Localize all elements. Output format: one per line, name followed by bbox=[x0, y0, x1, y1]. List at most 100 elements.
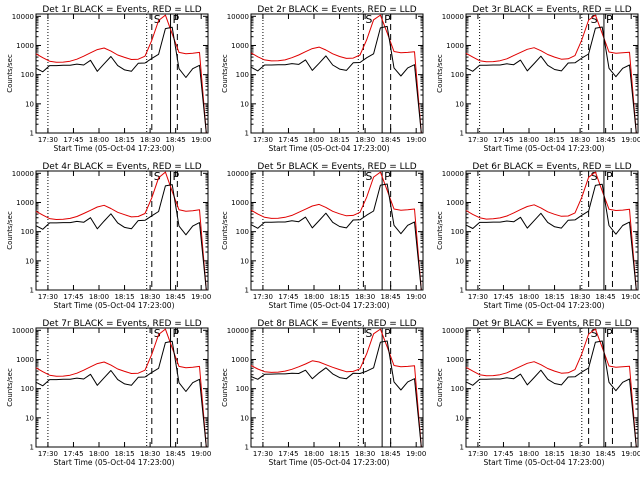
y-tick-label: 1 bbox=[460, 130, 464, 138]
x-tick-label: 18:30 bbox=[355, 293, 375, 301]
y-tick-label: 1000 bbox=[446, 42, 464, 50]
y-tick-label: 100 bbox=[451, 385, 464, 393]
x-tick-label: 18:15 bbox=[114, 450, 134, 458]
x-tick-label: 18:15 bbox=[544, 450, 564, 458]
x-axis-label: Start Time (05-Oct-04 17:23:00) bbox=[53, 144, 174, 153]
flag-label-s: S bbox=[365, 170, 372, 183]
x-tick-label: 19:00 bbox=[191, 450, 211, 458]
lld-series-line bbox=[35, 328, 207, 448]
x-tick-label: 18:45 bbox=[596, 136, 616, 144]
flag-label-p: P bbox=[384, 170, 391, 183]
y-axis-label: Counts/sec bbox=[221, 211, 229, 250]
y-tick-label: 1000 bbox=[231, 42, 249, 50]
y-tick-label: 1000 bbox=[16, 42, 34, 50]
y-tick-label: 100 bbox=[236, 71, 249, 79]
x-tick-label: 18:15 bbox=[329, 136, 349, 144]
y-tick-label: 10 bbox=[240, 257, 249, 265]
flag-label-s: S bbox=[154, 170, 161, 183]
flag-label-p: P bbox=[384, 327, 391, 340]
y-tick-label: 10 bbox=[240, 100, 249, 108]
lld-series-line bbox=[250, 14, 422, 134]
x-tick-label: 19:00 bbox=[191, 136, 211, 144]
y-tick-label: 10 bbox=[455, 414, 464, 422]
y-tick-label: 1 bbox=[30, 130, 34, 138]
plot-frame bbox=[465, 327, 639, 448]
y-tick-label: 100 bbox=[21, 228, 34, 236]
events-series-line bbox=[35, 340, 207, 448]
x-tick-label: 17:30 bbox=[38, 450, 58, 458]
y-tick-label: 100 bbox=[236, 228, 249, 236]
x-tick-label: 17:30 bbox=[468, 293, 488, 301]
chart-title: Det 6r BLACK = Events, RED = LLD bbox=[472, 162, 631, 172]
chart-title: Det 4r BLACK = Events, RED = LLD bbox=[42, 162, 201, 172]
flag-label-s: S bbox=[591, 170, 598, 183]
chart-panel-2: Det 2r BLACK = Events, RED = LLD 1 10 100 10… bbox=[221, 5, 426, 153]
y-tick-label: 100 bbox=[21, 385, 34, 393]
chart-panel-6: Det 6r BLACK = Events, RED = LLD 1 10 100 10… bbox=[436, 162, 640, 310]
x-tick-label: 18:30 bbox=[140, 136, 160, 144]
plot-frame bbox=[250, 13, 424, 134]
chart-title: Det 2r BLACK = Events, RED = LLD bbox=[257, 5, 416, 15]
x-tick-label: 18:15 bbox=[329, 450, 349, 458]
x-tick-label: 19:00 bbox=[406, 136, 426, 144]
chart-panel-8: Det 8r BLACK = Events, RED = LLD 1 10 100 10… bbox=[221, 319, 426, 467]
y-tick-label: 1 bbox=[245, 444, 249, 452]
x-tick-label: 18:15 bbox=[114, 293, 134, 301]
x-tick-label: 17:30 bbox=[468, 136, 488, 144]
lld-series-line bbox=[250, 171, 422, 291]
y-tick-label: 100 bbox=[236, 385, 249, 393]
lld-series-line bbox=[35, 171, 207, 291]
y-tick-label: 1000 bbox=[231, 199, 249, 207]
y-axis-label: Counts/sec bbox=[436, 211, 444, 250]
plot-frame bbox=[35, 13, 209, 134]
x-tick-label: 18:00 bbox=[89, 136, 109, 144]
y-tick-label: 10 bbox=[455, 257, 464, 265]
x-axis-label: Start Time (05-Oct-04 17:23:00) bbox=[268, 301, 389, 310]
flag-label-s: S bbox=[154, 13, 161, 26]
chart-panel-7: Det 7r BLACK = Events, RED = LLD 1 10 100 10… bbox=[6, 319, 211, 467]
flag-label-p: P bbox=[606, 13, 613, 26]
x-tick-label: 17:30 bbox=[253, 293, 273, 301]
x-tick-label: 17:30 bbox=[468, 450, 488, 458]
x-tick-label: 18:30 bbox=[570, 293, 590, 301]
y-tick-label: 100 bbox=[21, 71, 34, 79]
y-tick-label: 1 bbox=[30, 287, 34, 295]
x-tick-label: 18:15 bbox=[114, 136, 134, 144]
chart-title: Det 8r BLACK = Events, RED = LLD bbox=[257, 319, 416, 329]
y-tick-label: 10000 bbox=[442, 13, 464, 21]
y-tick-label: 10000 bbox=[442, 327, 464, 335]
x-tick-label: 17:45 bbox=[278, 450, 298, 458]
flag-label-s: S bbox=[154, 327, 161, 340]
x-axis-label: Start Time (05-Oct-04 17:23:00) bbox=[483, 458, 604, 467]
x-tick-label: 18:00 bbox=[519, 450, 539, 458]
y-tick-label: 1 bbox=[245, 287, 249, 295]
flag-label-s: S bbox=[591, 13, 598, 26]
y-tick-label: 10 bbox=[240, 414, 249, 422]
flag-label-s: S bbox=[591, 327, 598, 340]
events-series-line bbox=[465, 26, 637, 134]
x-tick-label: 18:30 bbox=[570, 136, 590, 144]
x-tick-label: 18:45 bbox=[166, 293, 186, 301]
y-tick-label: 1000 bbox=[446, 356, 464, 364]
x-tick-label: 18:15 bbox=[544, 293, 564, 301]
x-tick-label: 18:00 bbox=[304, 450, 324, 458]
y-axis-label: Counts/sec bbox=[436, 368, 444, 407]
plot-frame bbox=[250, 327, 424, 448]
x-axis-label: Start Time (05-Oct-04 17:23:00) bbox=[483, 144, 604, 153]
lld-series-line bbox=[465, 171, 637, 291]
x-tick-label: 18:30 bbox=[140, 293, 160, 301]
x-tick-label: 17:45 bbox=[278, 136, 298, 144]
x-tick-label: 19:00 bbox=[406, 293, 426, 301]
chart-panel-4: Det 4r BLACK = Events, RED = LLD 1 10 100 10… bbox=[6, 162, 211, 310]
y-axis-label: Counts/sec bbox=[221, 54, 229, 93]
x-tick-label: 18:45 bbox=[596, 450, 616, 458]
x-tick-label: 19:00 bbox=[406, 450, 426, 458]
x-tick-label: 18:15 bbox=[329, 293, 349, 301]
chart-panel-3: Det 3r BLACK = Events, RED = LLD 1 10 100 10… bbox=[436, 5, 640, 153]
x-tick-label: 18:00 bbox=[304, 293, 324, 301]
x-axis-label: Start Time (05-Oct-04 17:23:00) bbox=[53, 301, 174, 310]
y-tick-label: 1 bbox=[245, 130, 249, 138]
x-tick-label: 17:45 bbox=[63, 450, 83, 458]
events-series-line bbox=[465, 183, 637, 291]
